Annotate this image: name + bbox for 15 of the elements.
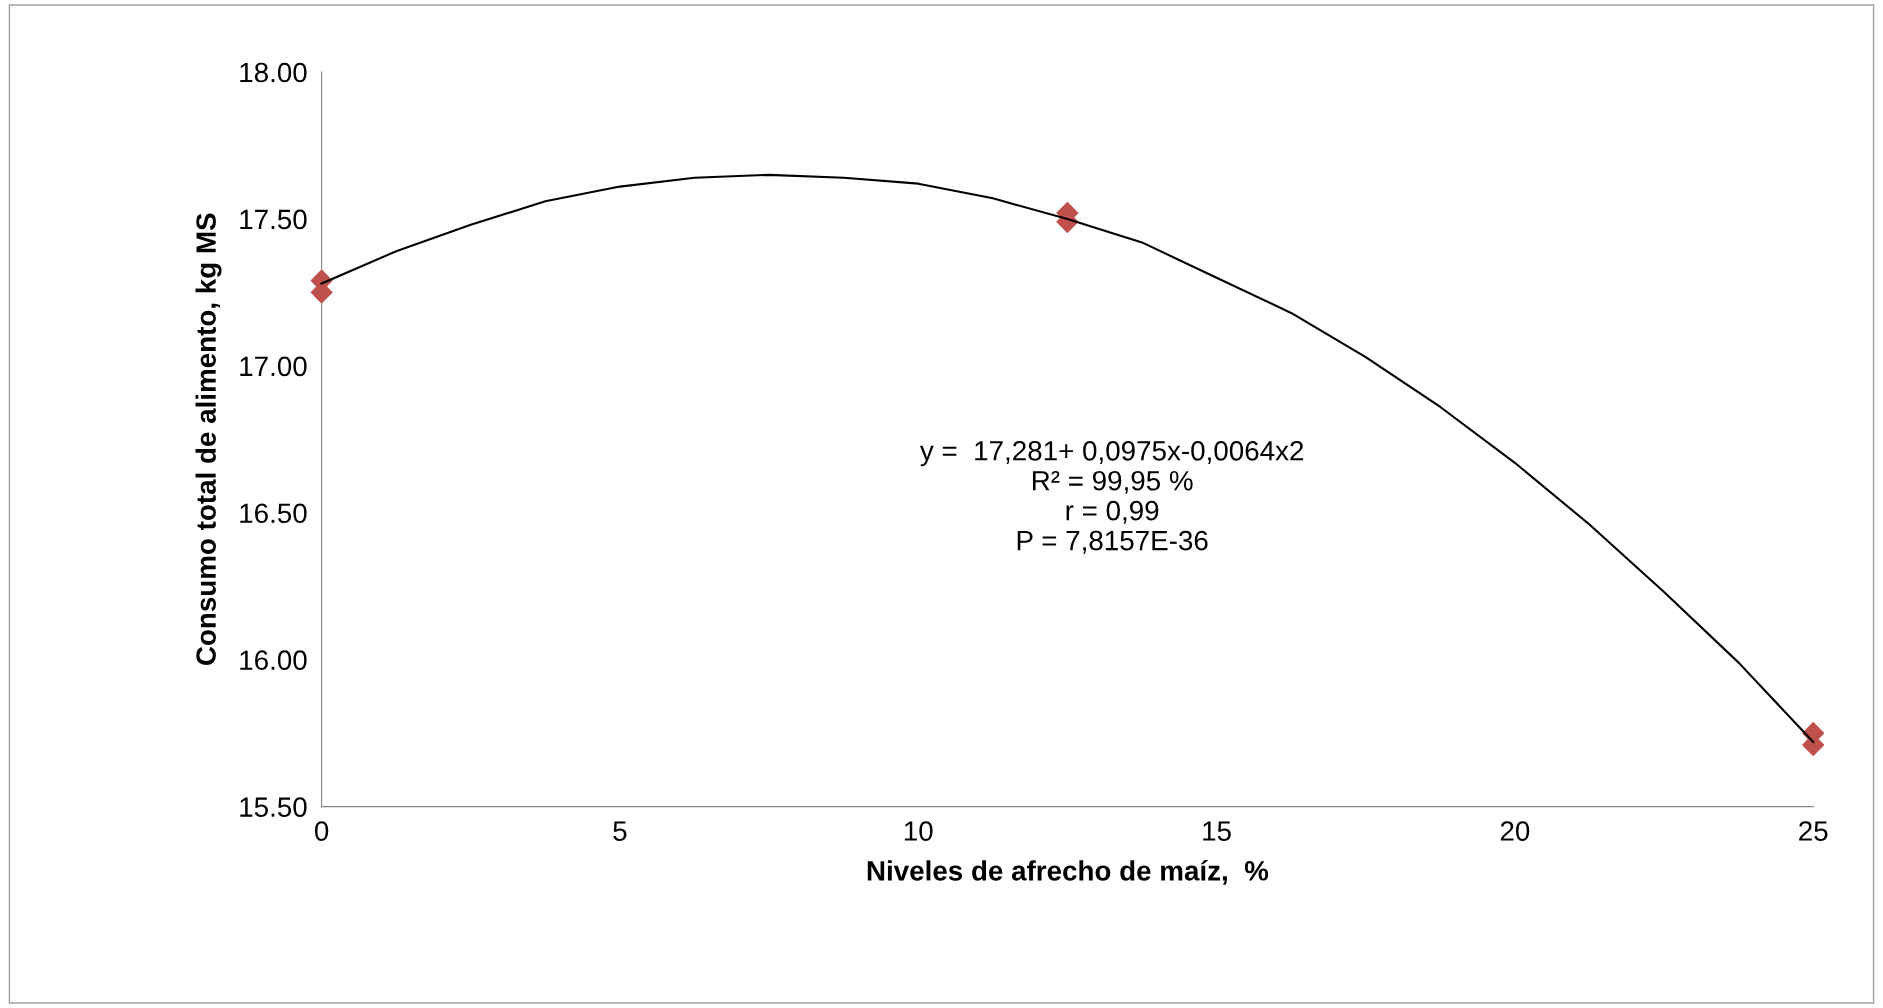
x-tick-label: 25 [1799, 821, 1828, 841]
x-tick-label: 10 [904, 821, 933, 841]
x-axis-title: Niveles de afrecho de maíz, % [867, 860, 1269, 885]
y-tick-label: 17.50 [240, 209, 307, 230]
y-tick-label: 17.00 [240, 356, 307, 377]
x-tick-label: 20 [1500, 821, 1530, 841]
annotation: y = 17,281+ 0,0975x-0,0064x2 R² = 99,95 % r = 0,99 P = 7,8157E-36 [919, 440, 1304, 554]
y-axis-title: Consumo total de alimento, kg MS [195, 213, 222, 666]
x-tick-label: 0 [314, 821, 329, 841]
y-tick-label: 16.50 [240, 503, 307, 524]
x-tick-label: 15 [1203, 821, 1231, 841]
y-tick-label: 15.50 [240, 797, 307, 817]
y-tick-label: 16.00 [240, 650, 307, 671]
y-tick-label: 18.00 [240, 62, 307, 83]
x-tick-label: 5 [613, 821, 627, 841]
